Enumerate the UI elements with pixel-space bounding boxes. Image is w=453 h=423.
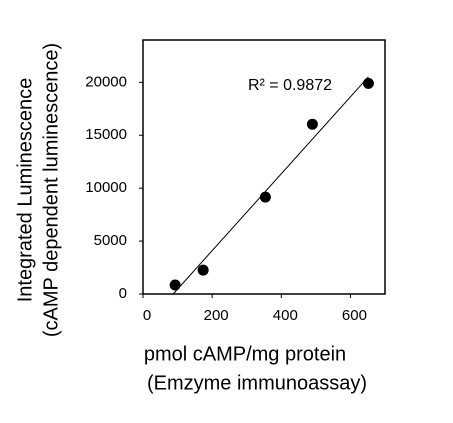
point [197,264,209,276]
y-tick-label: 5000 [94,232,127,249]
x-tick-label: 200 [204,307,229,324]
point [259,191,271,203]
x-axis-label: (Emzyme immunoassay) [147,372,367,394]
point [169,279,181,291]
y-tick-label: 0 [119,285,127,302]
y-tick-label: 10000 [85,179,127,196]
y-axis-label: (cAMP dependent luminescence) [40,43,62,337]
y-tick-label: 20000 [85,73,127,90]
x-tick-label: 0 [143,307,151,324]
annotation: R² = 0.9872 [248,77,332,94]
x-axis-label: pmol cAMP/mg protein [144,343,346,365]
plot-frame [142,39,386,295]
y-tick-label: 15000 [85,126,127,143]
point [362,77,374,89]
point [306,118,318,130]
y-axis-label: Integrated Luminescence [14,78,36,303]
x-tick-label: 400 [273,307,298,324]
trendline [172,76,369,295]
x-tick-label: 600 [342,307,367,324]
